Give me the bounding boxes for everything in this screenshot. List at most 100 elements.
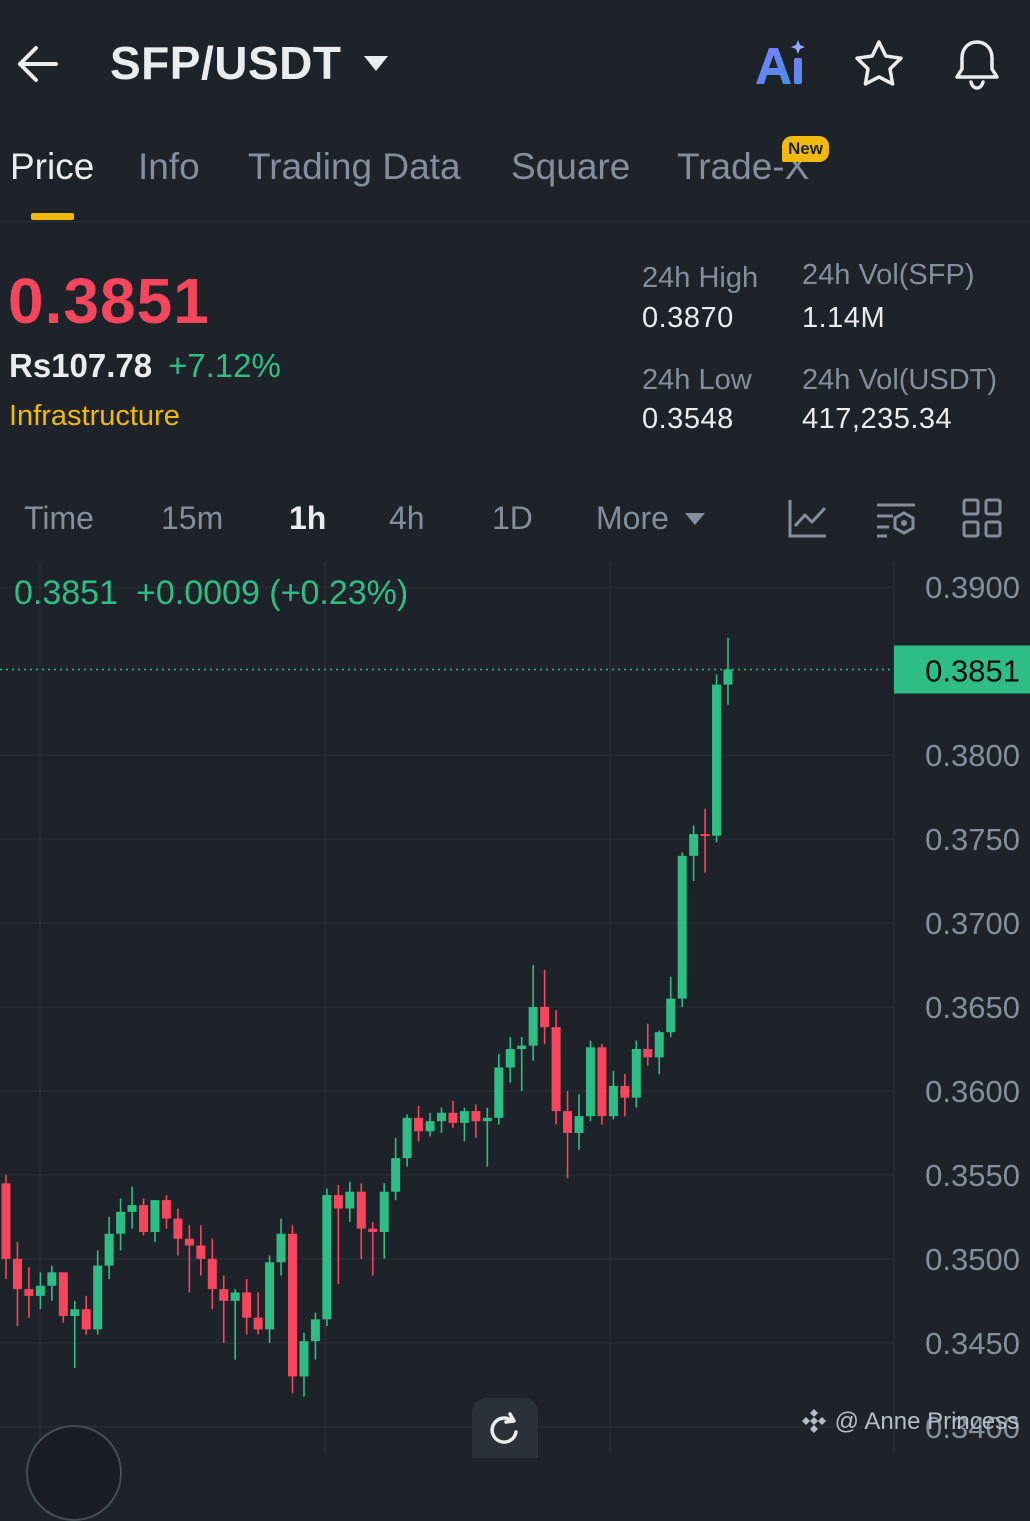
indicator-chart-icon[interactable] <box>786 496 830 540</box>
interval-time[interactable]: Time <box>24 500 94 536</box>
tab-square[interactable]: Square <box>511 146 631 187</box>
candle <box>448 1101 458 1128</box>
candle <box>1 1174 11 1280</box>
candle-body <box>689 834 699 856</box>
candle <box>517 1037 527 1091</box>
candle-body <box>402 1117 412 1159</box>
candle <box>505 1037 515 1083</box>
candle-body <box>597 1047 607 1117</box>
candle-body <box>620 1085 630 1098</box>
candle <box>93 1250 103 1335</box>
candle-body <box>379 1191 389 1233</box>
candle <box>585 1040 595 1122</box>
candle <box>35 1272 45 1310</box>
candle-body <box>104 1233 114 1266</box>
candle <box>574 1094 584 1150</box>
layout-grid-icon[interactable] <box>960 496 1004 540</box>
candle <box>654 1030 664 1075</box>
candle <box>207 1238 217 1310</box>
candle-body <box>471 1111 481 1122</box>
stat-vol-quote-value: 417,235.34 <box>802 403 953 435</box>
interval-15m[interactable]: 15m <box>161 500 224 536</box>
candle <box>184 1225 194 1293</box>
candle-body <box>24 1289 34 1296</box>
tab-trading-data[interactable]: Trading Data <box>248 146 461 187</box>
sector-tag[interactable]: Infrastructure <box>9 400 180 432</box>
candle-body <box>494 1067 504 1118</box>
candle-body <box>391 1158 401 1192</box>
interval-1d[interactable]: 1D <box>492 500 533 536</box>
interval-4h[interactable]: 4h <box>389 500 425 536</box>
candle-body <box>173 1218 183 1239</box>
binance-logo-icon <box>802 1409 826 1433</box>
favorite-star-icon[interactable] <box>852 38 906 90</box>
candlestick-chart[interactable]: 0.3900 0.3800 0.3750 0.3700 0.3650 0.3600 0.35… <box>0 562 1030 1452</box>
candle-body <box>551 1027 561 1112</box>
candle <box>391 1137 401 1201</box>
candle <box>471 1104 481 1138</box>
chart-settings-icon[interactable] <box>874 496 918 540</box>
candle-body <box>505 1048 515 1068</box>
back-arrow-icon[interactable] <box>14 40 62 88</box>
candle <box>310 1312 320 1360</box>
candle-body <box>585 1047 595 1117</box>
tab-price[interactable]: Price <box>10 146 95 187</box>
watermark: @ Anne Princess <box>800 1408 1019 1436</box>
candle-body <box>81 1309 91 1330</box>
candle <box>127 1186 137 1229</box>
candle-body <box>517 1045 527 1049</box>
candle <box>368 1221 378 1276</box>
candle-body <box>528 1007 538 1046</box>
candle <box>161 1195 171 1229</box>
candle <box>459 1107 469 1142</box>
candle <box>242 1279 252 1335</box>
pair-selector[interactable]: SFP/USDT <box>110 37 342 89</box>
candle-body <box>574 1116 584 1133</box>
candle <box>551 1010 561 1125</box>
refresh-icon <box>490 1412 518 1444</box>
candle-body <box>1 1183 11 1259</box>
candle-body <box>116 1211 126 1234</box>
candle <box>643 1023 653 1066</box>
new-badge: New <box>782 136 829 162</box>
interval-more[interactable]: More <box>596 500 669 536</box>
candle <box>288 1225 298 1394</box>
candle <box>333 1185 343 1285</box>
candle-body <box>161 1200 171 1219</box>
candle-body <box>127 1205 137 1212</box>
candle <box>253 1292 263 1335</box>
reset-chart-button[interactable] <box>472 1398 538 1458</box>
candle <box>150 1200 160 1243</box>
candle-body <box>242 1292 252 1318</box>
price-tick-label: 0.3800 <box>925 738 1020 773</box>
interval-1h[interactable]: 1h <box>289 500 327 536</box>
candle <box>414 1106 424 1142</box>
price-tick-label: 0.3500 <box>925 1242 1020 1277</box>
chevron-down-icon[interactable] <box>362 54 390 74</box>
fiat-price: Rs107.78 <box>9 347 153 384</box>
candle-body <box>482 1117 492 1122</box>
candle <box>230 1289 240 1360</box>
candle <box>723 637 733 705</box>
ai-assistant-icon[interactable] <box>752 38 812 90</box>
tab-info[interactable]: Info <box>138 146 200 187</box>
candle <box>104 1216 114 1280</box>
candle-body <box>540 1007 550 1028</box>
candle-body <box>459 1111 469 1123</box>
candle <box>24 1267 34 1318</box>
notification-bell-icon[interactable] <box>950 36 1004 92</box>
candle-body <box>299 1341 309 1377</box>
floating-action-button[interactable] <box>26 1425 122 1521</box>
candle-body <box>196 1245 206 1259</box>
watermark-text: @ Anne Princess <box>834 1408 1020 1435</box>
candle-body <box>207 1258 217 1290</box>
candle <box>139 1198 149 1236</box>
more-caret-icon[interactable] <box>684 511 706 527</box>
candle-body <box>35 1285 45 1296</box>
candle-body <box>425 1121 435 1132</box>
candle <box>608 1070 618 1120</box>
candle <box>173 1208 183 1256</box>
candle-body <box>368 1228 378 1233</box>
candle <box>58 1272 68 1323</box>
candle <box>563 1090 573 1179</box>
